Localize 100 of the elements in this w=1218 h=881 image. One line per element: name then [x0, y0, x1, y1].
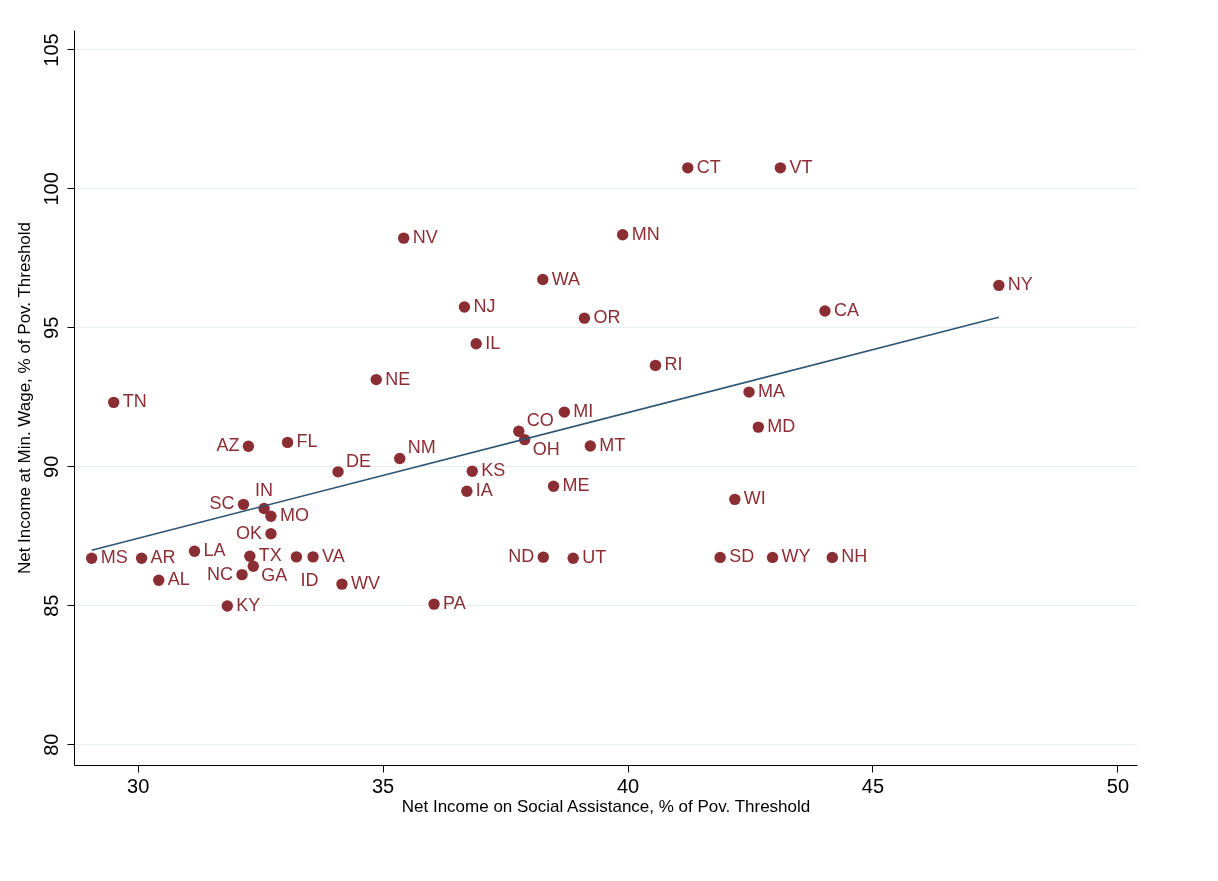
annotation: NY	[1007, 274, 1033, 295]
annotation: NM	[407, 437, 436, 458]
point	[290, 551, 303, 563]
annotation: WY	[781, 546, 811, 567]
point	[307, 551, 319, 563]
annotation: UT	[582, 547, 607, 568]
annotation: IN	[255, 479, 274, 500]
annotation: NC	[207, 563, 234, 584]
annotation: MT	[599, 434, 626, 455]
annotation: SD	[729, 546, 755, 567]
annotation: ME	[562, 475, 590, 496]
x-tick-label: 35	[371, 774, 395, 797]
y-tick-label: 90	[39, 455, 62, 478]
point	[242, 440, 255, 452]
annotation: WV	[350, 573, 380, 594]
point	[752, 421, 765, 433]
point	[513, 425, 525, 437]
point	[774, 162, 787, 174]
annotation: RI	[664, 354, 683, 375]
annotation: CO	[526, 410, 554, 431]
annotation: NE	[385, 368, 411, 389]
annotation: MS	[100, 547, 128, 568]
annotation: KS	[481, 460, 506, 481]
point	[714, 551, 726, 564]
annotation: VA	[322, 545, 345, 566]
annotation: LA	[203, 540, 226, 561]
annotation: CA	[833, 299, 859, 320]
annotation: KY	[236, 595, 261, 616]
point	[428, 598, 440, 610]
annotation: ND	[508, 546, 535, 567]
point	[558, 406, 571, 418]
point	[547, 480, 560, 492]
point	[221, 600, 234, 612]
y-tick-label: 85	[39, 594, 62, 617]
point	[135, 552, 148, 564]
annotation: NH	[841, 546, 868, 567]
annotation: AZ	[216, 435, 240, 456]
point	[470, 338, 482, 350]
point	[729, 493, 741, 506]
point	[85, 552, 98, 564]
annotation: TX	[258, 545, 282, 566]
point	[993, 279, 1005, 292]
annotation: MD	[767, 416, 796, 437]
point	[237, 498, 250, 511]
point	[537, 551, 549, 563]
annotation: CT	[696, 156, 721, 177]
point	[247, 560, 259, 572]
point	[461, 485, 473, 497]
annotation: OK	[235, 522, 262, 543]
point	[649, 359, 662, 372]
point	[458, 301, 471, 313]
annotation: OH	[532, 438, 560, 459]
point	[397, 232, 410, 244]
annotation: FL	[296, 431, 318, 452]
annotation: MI	[573, 401, 594, 422]
annotation: SC	[209, 493, 235, 514]
y-tick-label: 105	[39, 33, 62, 67]
annotation: AR	[150, 547, 176, 568]
annotation: IL	[485, 332, 501, 353]
y-tick-label: 95	[39, 316, 62, 339]
point	[682, 162, 694, 174]
point	[466, 465, 478, 477]
annotation: NJ	[473, 296, 496, 317]
point	[370, 373, 382, 386]
point	[826, 551, 839, 564]
annotation: OR	[593, 307, 621, 328]
x-tick-label: 30	[127, 774, 150, 797]
x-tick-label: 45	[861, 774, 885, 797]
x-axis-title: Net Income on Social Assistance, % of Pov. Threshold	[401, 796, 811, 816]
point	[394, 452, 406, 465]
annotation: VT	[789, 156, 813, 177]
point	[616, 229, 629, 241]
annotation: GA	[261, 565, 288, 586]
point	[188, 545, 201, 557]
x-tick-label: 40	[616, 774, 640, 797]
y-axis-title: Net Income at Min. Wage, % of Pov. Threshold	[14, 221, 34, 575]
point	[537, 273, 549, 286]
annotation: NV	[412, 227, 438, 248]
point	[281, 436, 294, 449]
point	[265, 528, 277, 540]
annotation: ID	[300, 569, 319, 590]
point	[578, 312, 591, 324]
annotation: PA	[443, 593, 466, 614]
x-tick-label: 50	[1106, 774, 1130, 797]
point	[336, 578, 348, 590]
y-tick-label: 100	[39, 172, 62, 206]
point	[153, 574, 165, 586]
point	[236, 568, 248, 581]
y-tick-label: 80	[39, 733, 62, 756]
annotation: MN	[631, 223, 660, 244]
annotation: IA	[475, 480, 493, 501]
annotation: TN	[122, 391, 147, 412]
annotation: DE	[346, 450, 372, 471]
annotation: WA	[551, 268, 581, 289]
point	[743, 386, 755, 398]
point	[244, 550, 256, 562]
point	[584, 440, 597, 452]
annotation: MO	[279, 505, 309, 526]
point	[567, 552, 579, 564]
point	[766, 551, 779, 564]
